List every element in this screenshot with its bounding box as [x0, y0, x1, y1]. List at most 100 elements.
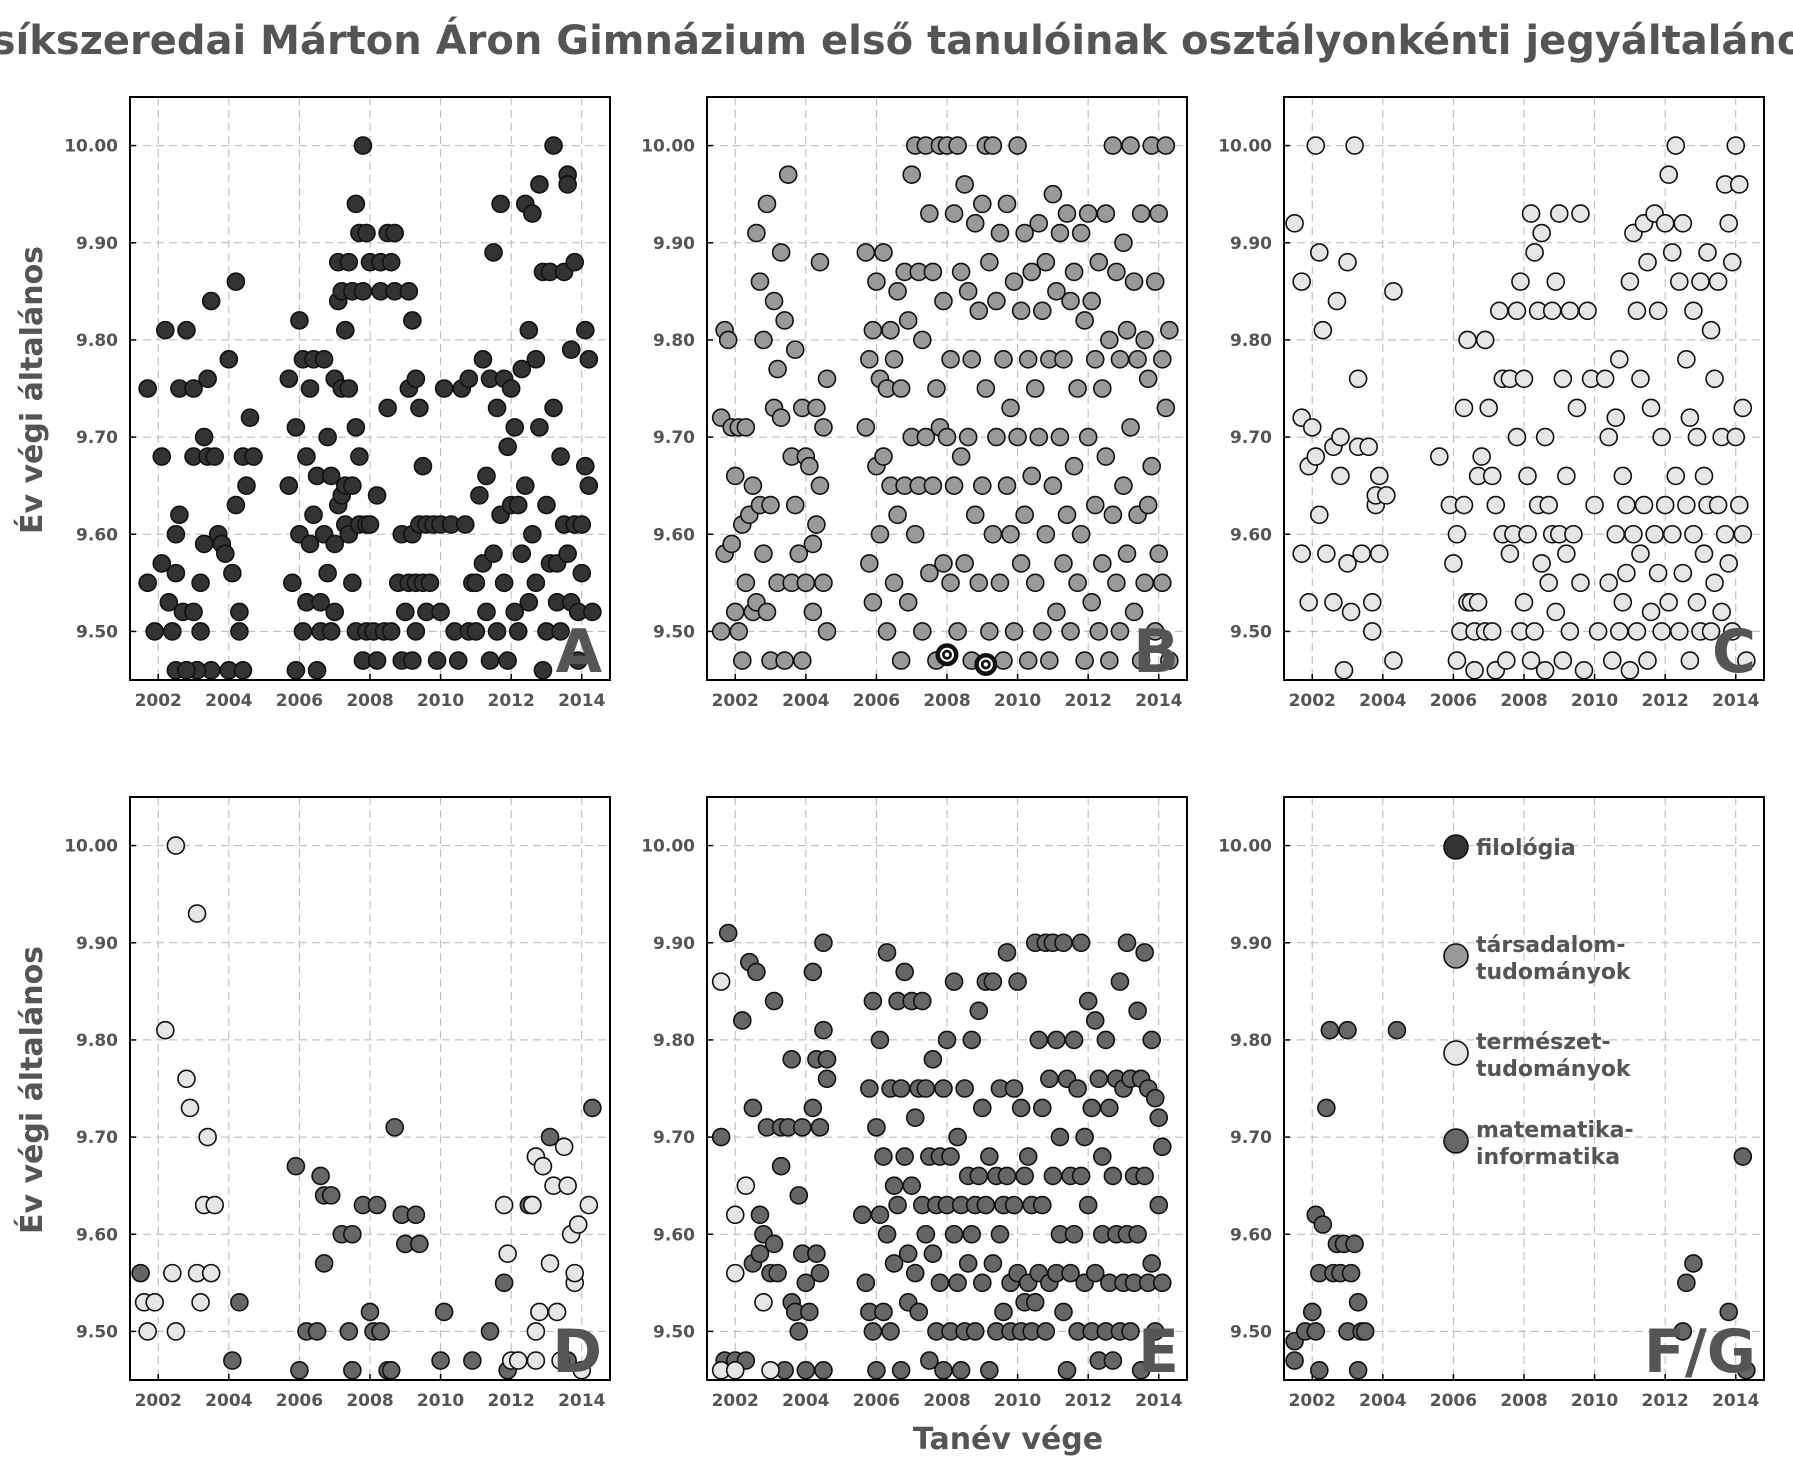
data-point [1064, 1030, 1084, 1050]
data-point-matematika [286, 1156, 306, 1176]
data-point [1089, 252, 1109, 272]
x-tick-label: 2002 [712, 1391, 759, 1411]
x-tick-label: 2002 [1289, 1391, 1336, 1411]
data-point [1701, 622, 1721, 641]
data-point [955, 554, 974, 573]
data-point [1701, 320, 1721, 340]
data-point [434, 379, 454, 398]
panel-D: 2002 2004 2006 2008 2010 2012 2014 9.50 9.60 9.70… [64, 796, 611, 1411]
data-point [558, 175, 577, 194]
data-point [226, 495, 246, 515]
data-point [205, 447, 225, 466]
data-point [860, 350, 879, 369]
data-point [789, 1322, 809, 1341]
y-tick-label: 9.90 [1230, 934, 1272, 954]
data-point [948, 1273, 967, 1293]
data-point [1015, 1166, 1034, 1186]
data-point [955, 175, 974, 194]
data-point-termeszet [554, 1137, 574, 1157]
data-point [1669, 272, 1689, 291]
data-point [1511, 272, 1530, 291]
data-point [1617, 563, 1636, 583]
y-tick-label: 9.90 [76, 934, 118, 954]
data-point [934, 1360, 953, 1380]
data-point [1306, 447, 1326, 466]
data-point [761, 495, 780, 515]
data-point [972, 194, 992, 214]
y-tick-label: 9.80 [1230, 331, 1272, 351]
x-tick-label: 2002 [1289, 691, 1336, 711]
data-point [1008, 427, 1027, 447]
data-point [1018, 1147, 1038, 1166]
data-point [431, 602, 450, 622]
data-point [575, 320, 595, 340]
data-point [1032, 1098, 1052, 1118]
data-point [1662, 243, 1682, 262]
y-tick-label: 9.80 [1230, 1031, 1272, 1051]
data-point [177, 320, 196, 340]
data-point [403, 651, 422, 670]
data-point [367, 651, 387, 670]
data-point [1609, 622, 1629, 641]
data-point [1138, 495, 1158, 515]
data-point [747, 962, 766, 982]
data-point [969, 1166, 989, 1186]
data-point-termeszet [138, 1322, 157, 1341]
data-point [1075, 311, 1094, 330]
data-point [934, 1079, 953, 1098]
data-point [937, 1030, 957, 1050]
data-point [1309, 1360, 1329, 1380]
data-point [1131, 651, 1151, 670]
y-tick-label: 9.80 [653, 1031, 695, 1051]
data-point [1145, 1088, 1165, 1108]
data-point [803, 962, 823, 982]
data-point [1050, 223, 1070, 243]
data-point [874, 447, 893, 466]
data-point [240, 408, 260, 427]
data-point [1057, 505, 1077, 525]
data-point [944, 972, 964, 991]
data-point [810, 476, 830, 495]
data-point [969, 301, 989, 321]
data-point [526, 350, 546, 369]
highlighted-point-ring [940, 647, 954, 662]
x-tick-label: 2008 [346, 691, 393, 711]
data-point [884, 573, 904, 593]
panel-frame [1283, 96, 1765, 681]
data-point [1078, 427, 1098, 447]
data-point [477, 466, 496, 486]
data-point [1472, 447, 1491, 466]
legend-entry: társadalom-tudományok [1443, 933, 1632, 985]
x-tick-label: 2004 [1359, 691, 1406, 711]
y-tick-label: 9.90 [76, 234, 118, 254]
x-tick-label: 2006 [853, 1391, 900, 1411]
data-point [1100, 1098, 1119, 1118]
data-point [980, 1147, 999, 1166]
data-point [1050, 427, 1070, 447]
data-point [881, 320, 900, 340]
data-point [983, 1254, 1003, 1273]
y-tick-label: 9.60 [653, 1225, 695, 1245]
data-point [325, 534, 345, 554]
data-point [867, 272, 886, 291]
data-point [863, 991, 883, 1011]
panel-B: 2002 2004 2006 2008 2010 2012 2014 9.50 9.60 9.70… [641, 96, 1188, 711]
chart-title: A csíkszeredai Márton Áron Gimnázium els… [0, 16, 1793, 64]
legend-entry: matematika-informatika [1443, 1118, 1634, 1170]
x-axis-label: Tanév vége [913, 1422, 1103, 1457]
data-point [916, 427, 936, 447]
data-point [1599, 427, 1619, 447]
data-point [1085, 350, 1105, 369]
data-point [1152, 350, 1172, 369]
data-point [1384, 651, 1403, 670]
data-point [722, 534, 742, 554]
data-point [877, 1224, 897, 1244]
data-point-matematika [343, 1360, 362, 1380]
panel-letter: D [552, 1317, 602, 1387]
data-point [944, 476, 964, 495]
data-point [519, 592, 539, 612]
x-tick-label: 2004 [205, 1391, 252, 1411]
data-point [1606, 408, 1626, 427]
data-point [951, 262, 971, 282]
data-points [1285, 1020, 1756, 1380]
